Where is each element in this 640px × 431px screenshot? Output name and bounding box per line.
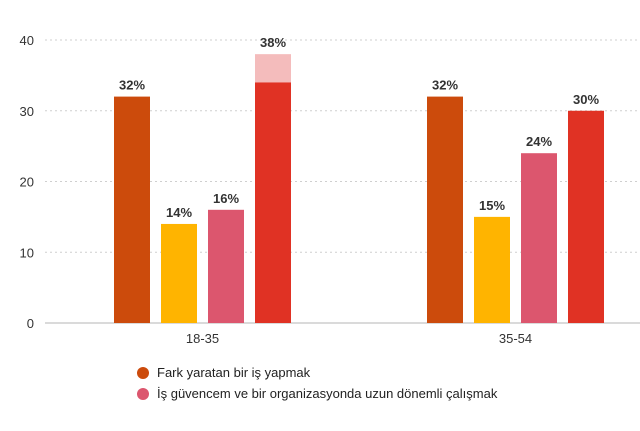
x-tick-label-1: 35-54 — [499, 331, 532, 346]
bar-0-0[interactable] — [114, 96, 150, 323]
data-label-0-3: 38% — [260, 35, 286, 50]
data-label-1-0: 32% — [432, 78, 458, 93]
y-tick-label-2: 20 — [20, 175, 34, 190]
data-label-0-1: 14% — [166, 205, 192, 220]
y-tick-label-3: 30 — [20, 104, 34, 119]
bar-1-1[interactable] — [474, 216, 510, 323]
legend: Fark yaratan bir iş yapmak İş güvencem v… — [137, 362, 497, 404]
data-label-0-0: 32% — [119, 78, 145, 93]
data-label-1-2: 24% — [526, 134, 552, 149]
data-label-0-2: 16% — [213, 191, 239, 206]
bar-1-2[interactable] — [521, 153, 557, 323]
y-tick-label-0: 0 — [27, 316, 34, 331]
legend-item-1[interactable]: Fark yaratan bir iş yapmak — [137, 362, 497, 383]
y-tick-label-4: 40 — [20, 33, 34, 48]
y-tick-label-1: 10 — [20, 245, 34, 260]
legend-item-2[interactable]: İş güvencem ve bir organizasyonda uzun d… — [137, 383, 497, 404]
bar-0-1[interactable] — [161, 223, 197, 323]
x-axis: 18-35 35-54 — [186, 331, 532, 346]
legend-dot-icon-1 — [137, 366, 149, 379]
data-label-1-3: 30% — [573, 92, 599, 107]
data-label-1-1: 15% — [479, 198, 505, 213]
legend-label-1: Fark yaratan bir iş yapmak — [157, 365, 311, 380]
bar-0-2[interactable] — [208, 209, 244, 323]
bar-0-3[interactable] — [255, 82, 291, 323]
y-axis: 0 10 20 30 40 — [20, 33, 34, 331]
legend-label-2: İş güvencem ve bir organizasyonda uzun d… — [157, 386, 498, 401]
x-tick-label-0: 18-35 — [186, 331, 219, 346]
data-labels: 32% 14% 16% 38% 32% 15% 24% 30% — [119, 35, 599, 220]
legend-dot-icon-2 — [137, 387, 149, 400]
bar-1-3[interactable] — [568, 110, 604, 323]
bars — [114, 54, 604, 323]
bar-highlight-0-3[interactable] — [255, 54, 291, 83]
bar-1-0[interactable] — [427, 96, 463, 323]
